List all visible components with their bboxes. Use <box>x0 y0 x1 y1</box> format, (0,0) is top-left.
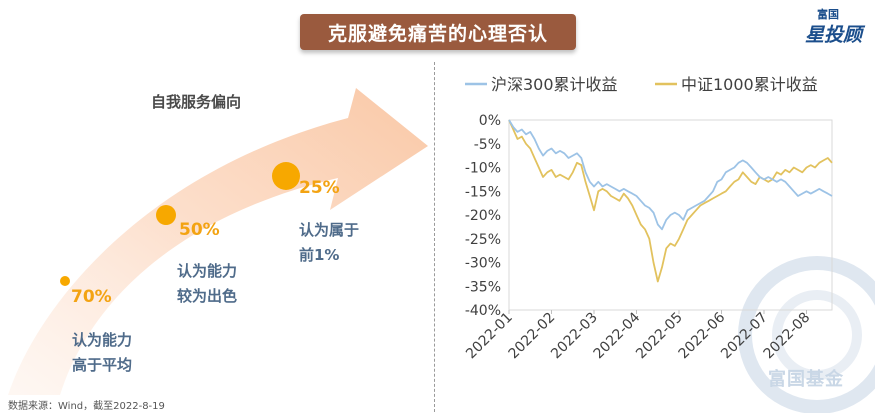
logo-small-text: 富国 <box>817 8 839 21</box>
y-tick-label: -25% <box>465 232 501 248</box>
data-source-note: 数据来源：Wind，截至2022-8-19 <box>8 401 165 412</box>
arrow-shape <box>8 88 428 395</box>
watermark-logo <box>738 256 875 413</box>
y-tick-label: -15% <box>465 184 501 200</box>
y-tick-label: 0% <box>479 113 501 129</box>
bias-dot-70 <box>60 276 70 286</box>
bias-label-25: 认为属于 前1% <box>299 218 359 268</box>
bias-label-25-line1: 认为属于 <box>299 221 360 239</box>
bias-pct-70: 70% <box>71 287 112 307</box>
return-line-chart: 0%-5%-10%-15%-20%-25%-30%-35%-40% 2022-0… <box>463 75 875 413</box>
y-tick-label: -20% <box>465 208 501 224</box>
bias-label-50: 认为能力 较为出色 <box>177 259 237 309</box>
bias-label-70-line2: 高于平均 <box>72 356 133 374</box>
y-tick-label: -40% <box>465 303 501 319</box>
y-tick-label: -10% <box>465 161 501 177</box>
growth-arrow-graphic <box>8 88 428 395</box>
bias-label-25-line2: 前1% <box>299 246 340 264</box>
legend-label: 中证1000累计收益 <box>681 75 818 94</box>
bias-label-50-line1: 认为能力 <box>177 262 238 280</box>
series-line-csi1000 <box>508 119 833 283</box>
bias-title: 自我服务偏向 <box>151 93 242 111</box>
y-tick-label: -5% <box>474 137 501 153</box>
logo-big-text: 星投顾 <box>805 24 863 46</box>
y-tick-label: -30% <box>465 256 501 272</box>
brand-logo: 富国 星投顾 <box>795 6 865 50</box>
bias-label-70: 认为能力 高于平均 <box>72 328 132 378</box>
series-line-csi300 <box>508 119 833 231</box>
watermark-text: 富国基金 <box>768 369 844 390</box>
bias-label-70-line1: 认为能力 <box>72 331 133 349</box>
page-title: 克服避免痛苦的心理否认 <box>300 14 576 50</box>
section-divider <box>434 62 435 412</box>
plot-frame <box>508 119 833 311</box>
bias-pct-25: 25% <box>299 178 340 198</box>
bias-dot-25 <box>272 162 300 190</box>
y-tick-label: -35% <box>465 279 501 295</box>
bias-dot-50 <box>156 205 176 225</box>
bias-label-50-line2: 较为出色 <box>177 287 238 305</box>
legend-label: 沪深300累计收益 <box>491 75 618 94</box>
bias-pct-50: 50% <box>179 220 220 240</box>
